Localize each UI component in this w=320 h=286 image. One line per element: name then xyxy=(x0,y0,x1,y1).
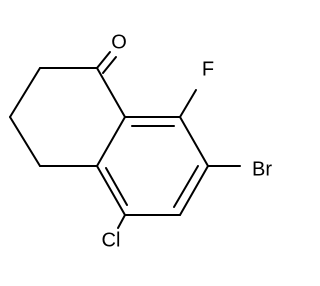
bond xyxy=(117,214,126,229)
bonds xyxy=(9,51,241,229)
bond xyxy=(102,56,117,74)
atom-label: Br xyxy=(252,158,272,180)
molecule-diagram: O F Br Cl xyxy=(9,31,272,251)
bond xyxy=(179,116,209,167)
bond xyxy=(105,167,128,206)
bond xyxy=(96,51,111,69)
bond xyxy=(96,116,126,167)
bond xyxy=(96,67,126,118)
bond xyxy=(9,116,41,167)
atom-label: Cl xyxy=(102,229,121,251)
atom-label: F xyxy=(202,58,214,80)
bond xyxy=(173,165,199,208)
bond xyxy=(9,67,41,118)
atom-label: O xyxy=(111,31,127,53)
bond xyxy=(179,89,197,118)
bond xyxy=(96,165,126,216)
bond xyxy=(179,165,209,216)
